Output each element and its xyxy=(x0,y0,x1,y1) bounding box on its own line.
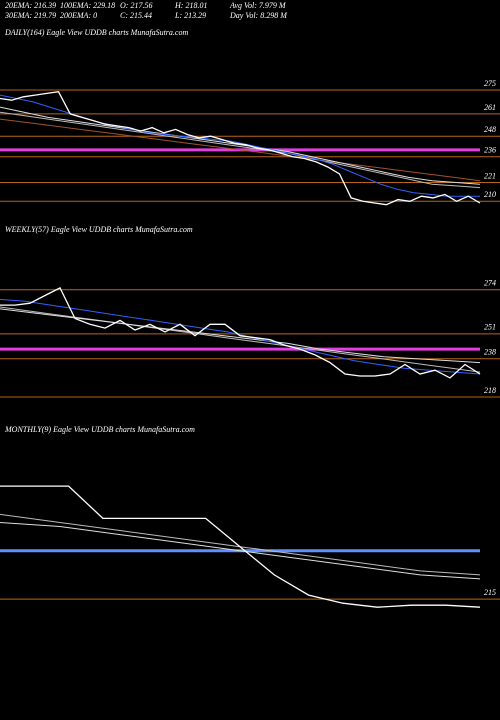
y-tick-label: 210 xyxy=(484,190,496,199)
price-line xyxy=(0,111,481,189)
y-tick-label: 274 xyxy=(484,279,496,288)
header-stat: 200EMA: 0 xyxy=(60,11,97,20)
header-stat: L: 213.29 xyxy=(174,11,206,20)
header-stat: Day Vol: 8.298 M xyxy=(229,11,288,20)
price-line xyxy=(0,118,481,182)
y-tick-label: 215 xyxy=(484,588,496,597)
price-line xyxy=(0,485,481,608)
header-stat: Avg Vol: 7.979 M xyxy=(229,1,287,10)
y-tick-label: 261 xyxy=(484,103,496,112)
header-stat: 100EMA: 229.18 xyxy=(60,1,115,10)
y-tick-label: 221 xyxy=(484,171,496,180)
panel-title: DAILY(164) Eagle View UDDB charts Munafa… xyxy=(4,28,188,37)
y-tick-label: 236 xyxy=(484,146,496,155)
y-tick-label: 275 xyxy=(484,79,496,88)
price-line xyxy=(0,306,481,373)
header-stat: 30EMA: 219.79 xyxy=(4,11,56,20)
y-tick-label: 218 xyxy=(484,386,496,395)
panel-title: WEEKLY(57) Eagle View UDDB charts Munafa… xyxy=(5,225,193,234)
header-stat: 20EMA: 216.39 xyxy=(5,1,56,10)
price-line xyxy=(0,522,481,580)
y-tick-label: 238 xyxy=(484,348,496,357)
header-stat: H: 218.01 xyxy=(174,1,207,10)
price-line xyxy=(0,106,481,185)
price-line xyxy=(0,90,481,206)
price-line xyxy=(0,308,481,364)
header-stat: O: 217.56 xyxy=(120,1,152,10)
panel-title: MONTHLY(9) Eagle View UDDB charts Munafa… xyxy=(4,425,195,434)
y-tick-label: 251 xyxy=(484,323,496,332)
header-stat: C: 215.44 xyxy=(120,11,152,20)
price-line xyxy=(0,287,481,379)
y-tick-label: 248 xyxy=(484,125,496,134)
